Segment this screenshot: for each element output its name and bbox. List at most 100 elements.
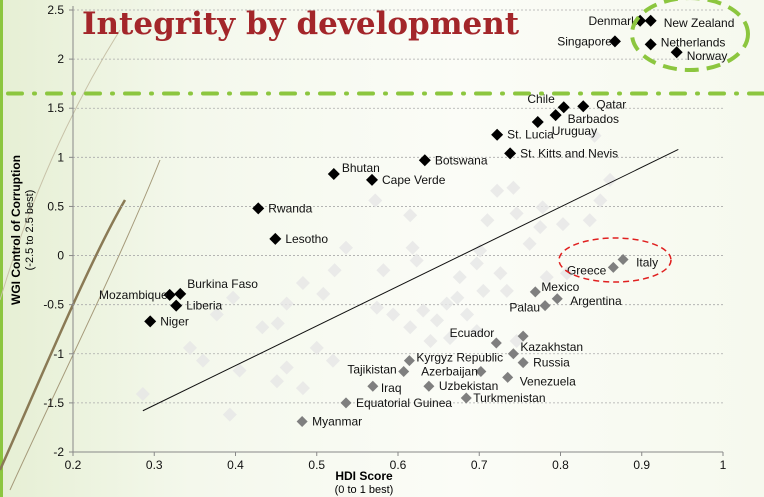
trend-line [142,149,679,412]
data-point [608,35,621,48]
x-axis-label: HDI Score [335,469,393,483]
data-point [423,380,435,392]
point-label: Niger [160,314,189,328]
data-point [517,357,529,369]
point-label: Kazakhstan [520,340,583,354]
data-point [531,115,544,128]
background-point [405,240,420,255]
background-point [469,324,484,339]
y-tick-label: 1 [57,150,64,164]
point-label: Singapore [557,34,612,48]
data-point [507,348,519,360]
point-label: Uzbekistan [439,379,498,393]
point-label: Kyrgyz Republic [416,351,503,365]
x-tick-label: 0.9 [633,458,650,472]
background-point [279,360,294,375]
point-label: Barbados [568,112,619,126]
point-label: Ecuador [450,326,495,340]
point-label: Qatar [596,97,626,111]
data-point [327,168,340,181]
y-tick-label: -0.5 [43,298,64,312]
background-point [535,200,550,215]
point-label: Denmark [588,14,638,28]
x-tick-label: 0.7 [471,458,488,472]
x-tick-label: 0.4 [227,458,244,472]
point-label: Lesotho [285,232,328,246]
red-highlight-ellipse [558,237,672,283]
background-point [469,256,484,271]
background-point [309,340,324,355]
green-highlight-ellipse [630,0,750,72]
y-tick-label: 0 [57,249,64,263]
point-label: Myanmar [312,415,362,429]
background-point [270,316,285,331]
background-point [183,340,197,355]
background-point [279,296,294,311]
point-label: Mexico [541,280,579,294]
background-point [582,213,597,228]
data-point [163,288,176,301]
data-point [504,147,517,160]
background-point [493,266,508,281]
point-label: Russia [533,356,570,370]
point-label: St. Lucia [507,128,554,142]
background-point [490,183,505,198]
background-point [295,276,310,291]
y-tick-label: 2 [57,52,64,66]
point-label: Bhutan [342,161,380,175]
data-point [539,300,551,312]
axes: -2 -1.5 -1 -0.5 0 0.5 1 1.5 2 2.5 0.2 0.3 0.4 0.5 0.6 0… [43,3,726,472]
x-tick-label: 0.8 [552,458,569,472]
background-point [423,334,438,349]
y-tick-label: -1.5 [43,396,64,410]
background-points [135,128,618,422]
data-point [551,293,563,305]
y-tick-label: 1.5 [47,101,64,115]
decorative-curve [0,199,127,471]
data-point [607,261,619,273]
background-point [473,243,488,258]
background-point [416,303,431,318]
data-point [252,202,265,215]
background-point [460,307,475,322]
background-point [439,296,454,311]
data-point [517,330,529,342]
background-point [476,283,491,298]
background-point [327,263,342,278]
background-point [269,374,284,389]
background-point [509,206,524,221]
background-point [593,193,608,208]
x-tick-label: 0.5 [308,458,325,472]
data-point [670,46,683,59]
point-label: Botswana [435,153,488,167]
point-label: Palau [509,301,540,315]
background-point [443,331,457,346]
y-tick-label: -1 [53,347,64,361]
background-point [339,240,353,255]
background-point [533,220,548,235]
data-point [557,101,570,114]
background-point [403,208,418,223]
background-point [316,286,331,301]
y-tick-label: 0.5 [47,199,64,213]
data-points: Denmark New Zealand Singapore NetherlandsNo… [99,14,734,429]
point-label: St. Kitts and Nevis [520,146,618,160]
data-point [490,337,502,349]
background-point [226,290,241,305]
gridlines [73,9,723,404]
y-tick-label: -2 [53,445,64,459]
x-axis-sublabel: (0 to 1 best) [335,484,394,496]
x-tick-label: 0.2 [65,458,82,472]
data-point [367,380,379,392]
data-point [460,392,472,404]
point-label: New Zealand [664,16,735,30]
data-point [502,371,514,383]
data-point [644,38,657,51]
background-point [209,307,224,322]
point-label: Tajikistan [347,362,396,376]
x-tick-label: 0.3 [146,458,163,472]
background-point [196,353,210,368]
background-point [295,381,310,396]
background-point [368,193,383,208]
data-point [617,253,629,265]
